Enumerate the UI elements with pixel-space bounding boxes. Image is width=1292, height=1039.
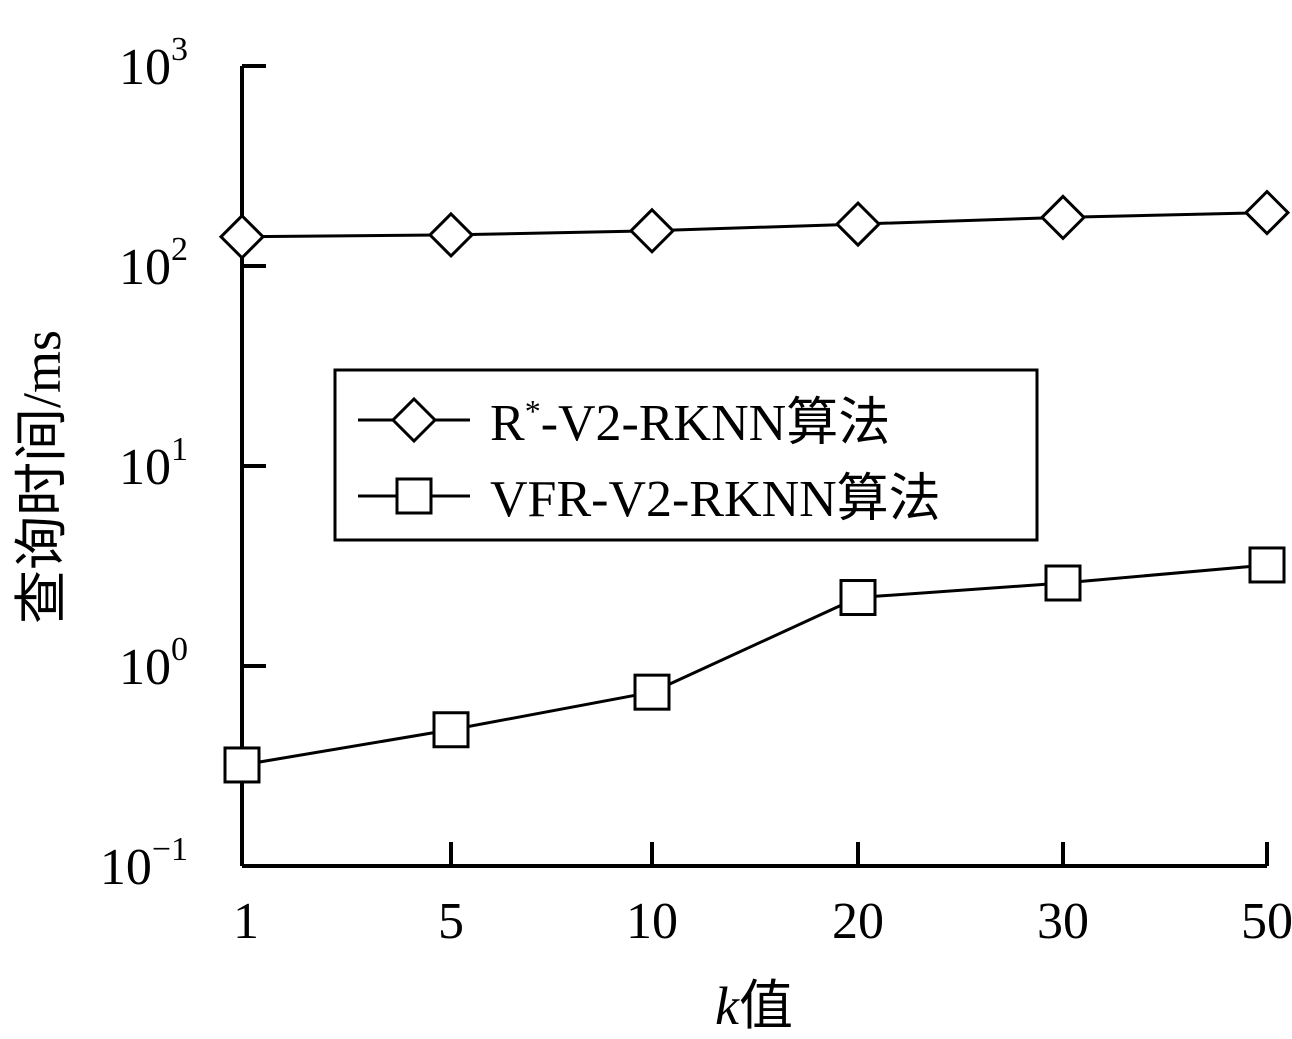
square-point — [839, 579, 877, 617]
y-tick-label: 100 — [119, 631, 188, 696]
x-tick-label: 5 — [438, 893, 464, 950]
diamond-point — [1243, 189, 1291, 236]
diamond-point — [427, 211, 475, 259]
legend-entry-vfr: VFR-V2-RKNN算法 — [358, 471, 941, 528]
x-tick-label: 50 — [1241, 893, 1292, 950]
diamond-point — [218, 213, 266, 260]
legend-label-r-star-sup: * — [525, 393, 541, 429]
y-tick-label-exponent: 1 — [171, 431, 188, 468]
legend-label-r-star: R*-V2-RKNN算法 — [490, 393, 890, 452]
series-layer — [218, 189, 1291, 784]
series-line-2 — [241, 563, 1268, 767]
x-tick-label: 20 — [832, 893, 884, 950]
y-tick-label-base: 10 — [100, 839, 152, 896]
series-1 — [218, 189, 1291, 260]
y-tick-label-exponent: 0 — [171, 631, 188, 668]
legend-label-vfr: VFR-V2-RKNN算法 — [490, 471, 941, 528]
x-axis-title-rest: 值 — [739, 976, 793, 1036]
series-2 — [223, 546, 1286, 784]
y-tick-label-exponent: −1 — [152, 831, 188, 868]
y-tick-label-base: 10 — [119, 239, 171, 296]
x-tick-label: 30 — [1037, 893, 1089, 950]
x-axis-title: k值 — [715, 976, 793, 1036]
legend-label-r-star-base: R — [490, 395, 525, 452]
y-tick-label-exponent: 3 — [171, 31, 188, 68]
square-point — [432, 711, 470, 749]
y-tick-label: 102 — [119, 231, 188, 296]
y-tick-label-base: 10 — [119, 439, 171, 496]
y-axis-title: 查询时间/ms — [12, 330, 72, 624]
diamond-point — [628, 207, 676, 254]
x-tick-label: 10 — [626, 893, 678, 950]
x-axis-title-italic: k — [715, 976, 740, 1036]
y-tick-label: 101 — [119, 431, 188, 496]
legend-square-marker — [395, 477, 433, 515]
square-point — [223, 746, 261, 784]
y-tick-label-base: 10 — [119, 639, 171, 696]
y-tick-label-exponent: 2 — [171, 231, 188, 268]
diamond-point — [834, 200, 882, 248]
legend-box — [333, 368, 1039, 542]
x-tick-label: 1 — [233, 893, 259, 950]
square-point — [1044, 564, 1082, 602]
x-axis-ticks: 1 5 10 20 30 50 — [233, 842, 1292, 950]
legend-entry-r-star: R*-V2-RKNN算法 — [358, 393, 890, 452]
diamond-point — [1039, 194, 1087, 241]
square-point — [633, 673, 671, 711]
y-tick-label: 103 — [119, 31, 188, 96]
y-tick-label-base: 10 — [119, 39, 171, 96]
series-line-1 — [241, 211, 1268, 239]
y-tick-label: 10−1 — [100, 831, 188, 896]
square-point — [1248, 546, 1286, 584]
legend-label-r-star-rest: -V2-RKNN算法 — [541, 395, 891, 452]
legend-diamond-marker — [390, 396, 438, 444]
legend: R*-V2-RKNN算法 VFR-V2-RKNN算法 — [333, 368, 1039, 542]
